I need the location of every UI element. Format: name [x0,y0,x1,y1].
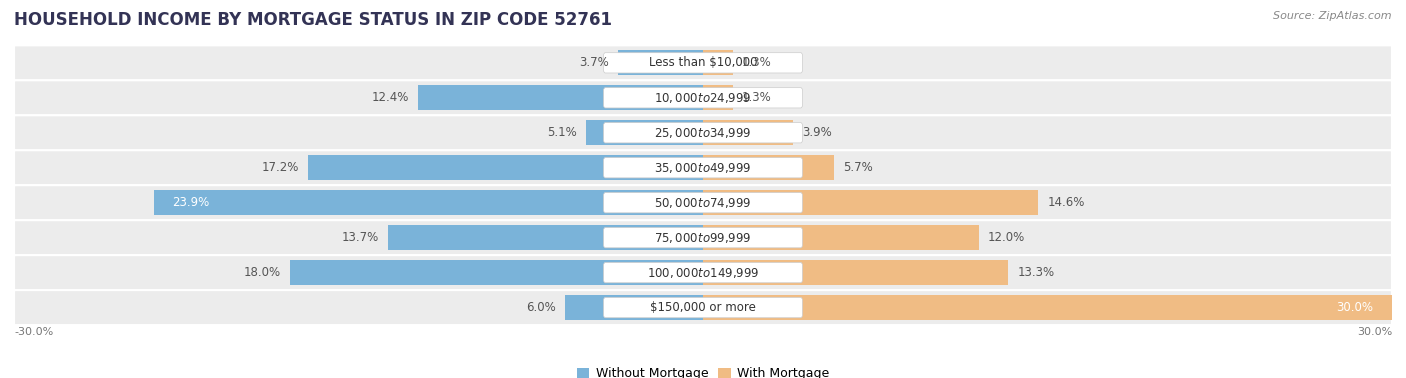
FancyBboxPatch shape [603,53,803,73]
Text: 30.0%: 30.0% [1357,327,1392,337]
Text: $50,000 to $74,999: $50,000 to $74,999 [654,196,752,210]
Text: $35,000 to $49,999: $35,000 to $49,999 [654,161,752,175]
FancyBboxPatch shape [14,45,1392,81]
FancyBboxPatch shape [14,290,1392,325]
FancyBboxPatch shape [14,220,1392,255]
Text: 3.7%: 3.7% [579,56,609,69]
Bar [703,155,834,180]
Bar [703,120,793,146]
Legend: Without Mortgage, With Mortgage: Without Mortgage, With Mortgage [576,367,830,378]
Text: 13.7%: 13.7% [342,231,380,244]
Bar [703,225,979,250]
Text: $10,000 to $24,999: $10,000 to $24,999 [654,91,752,105]
Text: HOUSEHOLD INCOME BY MORTGAGE STATUS IN ZIP CODE 52761: HOUSEHOLD INCOME BY MORTGAGE STATUS IN Z… [14,11,612,29]
Text: 14.6%: 14.6% [1047,196,1085,209]
FancyBboxPatch shape [603,122,803,143]
Text: 3.9%: 3.9% [801,126,831,139]
Text: 17.2%: 17.2% [262,161,299,174]
Text: $75,000 to $99,999: $75,000 to $99,999 [654,231,752,245]
FancyBboxPatch shape [14,115,1392,150]
Bar [155,190,703,215]
Text: 5.7%: 5.7% [844,161,873,174]
Bar [703,50,733,76]
FancyBboxPatch shape [603,158,803,178]
FancyBboxPatch shape [603,88,803,108]
Bar [619,50,703,76]
FancyBboxPatch shape [603,228,803,248]
Bar [703,295,1392,320]
FancyBboxPatch shape [14,81,1392,115]
Bar [703,260,1008,285]
Text: Less than $10,000: Less than $10,000 [648,56,758,69]
FancyBboxPatch shape [14,185,1392,220]
Text: 30.0%: 30.0% [1337,301,1374,314]
Bar [565,295,703,320]
Text: $150,000 or more: $150,000 or more [650,301,756,314]
FancyBboxPatch shape [603,192,803,213]
Text: 18.0%: 18.0% [243,266,280,279]
FancyBboxPatch shape [603,297,803,318]
Text: 5.1%: 5.1% [547,126,576,139]
Text: 12.0%: 12.0% [988,231,1025,244]
Bar [418,85,703,110]
Bar [703,190,1038,215]
Bar [290,260,703,285]
FancyBboxPatch shape [603,262,803,283]
Text: $100,000 to $149,999: $100,000 to $149,999 [647,266,759,280]
Bar [586,120,703,146]
Text: Source: ZipAtlas.com: Source: ZipAtlas.com [1274,11,1392,21]
Text: 1.3%: 1.3% [742,56,772,69]
Bar [388,225,703,250]
Text: $25,000 to $34,999: $25,000 to $34,999 [654,126,752,140]
Bar [308,155,703,180]
Text: 23.9%: 23.9% [173,196,209,209]
Text: 1.3%: 1.3% [742,91,772,104]
Text: 6.0%: 6.0% [526,301,555,314]
Bar [703,85,733,110]
Text: 13.3%: 13.3% [1018,266,1054,279]
Text: -30.0%: -30.0% [14,327,53,337]
FancyBboxPatch shape [14,255,1392,290]
FancyBboxPatch shape [14,150,1392,185]
Text: 12.4%: 12.4% [371,91,409,104]
